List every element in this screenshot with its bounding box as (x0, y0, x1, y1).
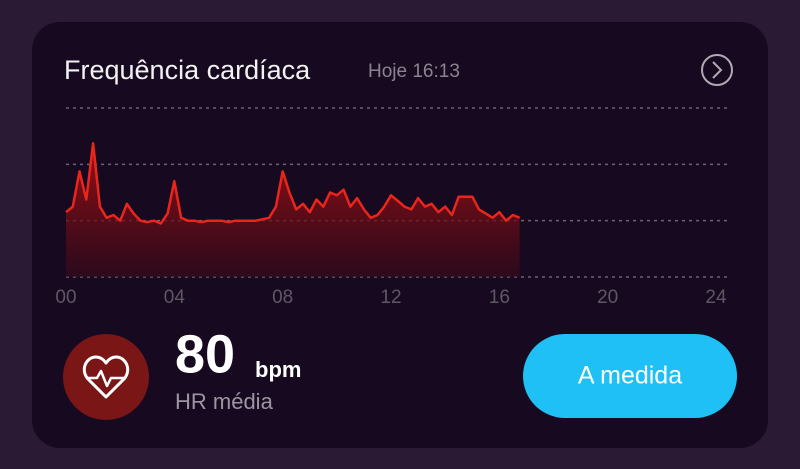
details-icon[interactable] (701, 54, 733, 86)
pulse-icon (86, 369, 126, 388)
chart: 00 04 08 12 16 20 24 (55, 107, 730, 308)
avg-label: HR média (175, 389, 274, 414)
heart-icon-bg (63, 334, 149, 420)
chevron (712, 61, 723, 79)
subtitle: Hoje 16:13 (368, 61, 460, 82)
x-tick-label: 24 (705, 287, 727, 308)
x-tick-label: 08 (272, 287, 293, 308)
details-button[interactable] (701, 54, 733, 86)
x-tick-label: 12 (380, 287, 401, 308)
x-tick-label: 00 (55, 287, 76, 308)
title: Frequência cardíaca (64, 55, 311, 85)
area (66, 143, 520, 277)
measure-button[interactable]: A medida (523, 334, 737, 418)
button-bg[interactable] (523, 334, 737, 418)
avg-unit: bpm (255, 357, 301, 382)
x-tick-label: 16 (489, 287, 510, 308)
x-tick-label: 04 (164, 287, 186, 308)
avg-value: 80 (175, 324, 235, 384)
heart-icon (82, 355, 130, 399)
x-tick-label: 20 (597, 287, 618, 308)
button-label[interactable]: A medida (578, 362, 682, 390)
line (65, 141, 521, 225)
